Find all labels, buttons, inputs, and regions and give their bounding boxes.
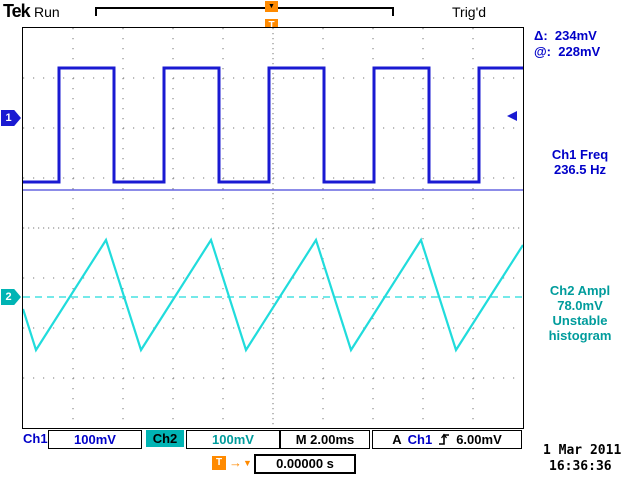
record-view-bar xyxy=(95,7,394,16)
ch2-scale: 100mV xyxy=(186,430,280,449)
ch1-channel-label: Ch1 xyxy=(23,431,48,446)
trigger-source: Ch1 xyxy=(407,432,433,447)
ch1-position-marker: 1 xyxy=(1,110,21,126)
cursor-at-value: 228mV xyxy=(558,44,601,59)
trigger-t-icon-bottom: T xyxy=(212,456,226,470)
timebase-readout: M 2.00ms xyxy=(280,430,370,449)
rising-edge-icon xyxy=(439,433,450,445)
acquisition-status: Run xyxy=(34,4,60,20)
trigger-caret-icon: ▼ xyxy=(243,458,252,468)
cursor-at-label: @: xyxy=(534,44,552,59)
date-display: 1 Mar 2011 xyxy=(543,443,622,458)
waveform-svg xyxy=(23,28,523,428)
trigger-settings-readout: A Ch1 6.00mV xyxy=(372,430,522,449)
cursor-delta-value: 234mV xyxy=(554,28,597,43)
trigger-level: 6.00mV xyxy=(456,432,502,447)
trigger-arrow-icon: → xyxy=(229,455,242,470)
ch2-position-marker: 2 xyxy=(1,289,21,305)
ch2-ampl-title: Ch2 Ampl xyxy=(549,283,611,298)
ch2-ampl-note1: Unstable xyxy=(552,313,608,328)
trigger-mode: A xyxy=(392,432,402,447)
cursor-at-readout: @: 228mV xyxy=(534,44,600,59)
ch2-ampl-note2: histogram xyxy=(548,328,612,343)
cursor-delta-label: Δ: xyxy=(534,28,548,43)
ch1-freq-readout: Ch1 Freq 236.5 Hz xyxy=(524,147,636,177)
ch1-freq-value: 236.5 Hz xyxy=(553,162,607,177)
trigger-position-marker-icon: ▼ xyxy=(265,1,278,12)
ch2-ampl-readout: Ch2 Ampl 78.0mV Unstable histogram xyxy=(524,283,636,343)
graticule xyxy=(22,27,524,429)
tek-logo: Tek xyxy=(3,1,31,21)
cursor-delta-readout: Δ: 234mV xyxy=(534,28,597,43)
ch2-channel-badge: Ch2 xyxy=(146,430,184,447)
trigger-delay-readout: 0.00000 s xyxy=(254,454,356,474)
ch2-ampl-value: 78.0mV xyxy=(557,298,603,313)
ch1-scale: 100mV xyxy=(48,430,142,449)
trigger-level-arrow-icon xyxy=(507,111,517,121)
ch1-freq-title: Ch1 Freq xyxy=(551,147,609,162)
trigger-status: Trig'd xyxy=(452,4,487,20)
time-display: 16:36:36 xyxy=(549,459,612,474)
